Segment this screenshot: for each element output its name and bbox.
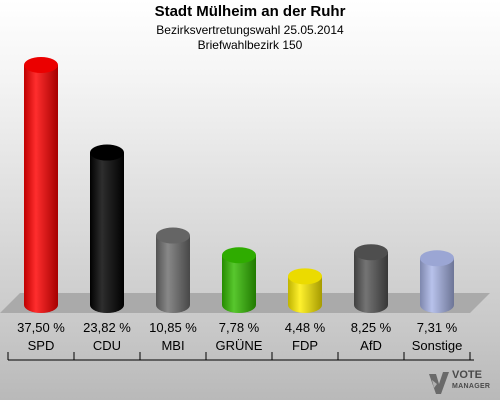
bar-body-afd — [354, 252, 388, 313]
bar-body-spd — [24, 65, 58, 313]
chart-district: Briefwahlbezirk 150 — [197, 38, 303, 52]
bar-body-cdu — [90, 152, 124, 313]
bar-mbi — [156, 227, 190, 313]
logo-line2: MANAGER — [452, 383, 491, 390]
value-label-cdu: 23,82 % — [83, 320, 131, 335]
logo-line1: VOTE — [452, 369, 482, 381]
value-label-mbi: 10,85 % — [149, 320, 197, 335]
category-label-afd: AfD — [360, 338, 382, 353]
category-label-mbi: MBI — [161, 338, 184, 353]
value-label-afd: 8,25 % — [351, 320, 392, 335]
bar-body-sonstige — [420, 258, 454, 313]
bar-top-grne — [222, 247, 256, 264]
bar-spd — [24, 57, 58, 313]
bar-body-grne — [222, 255, 256, 313]
bar-top-mbi — [156, 227, 190, 244]
bar-sonstige — [420, 250, 454, 313]
bar-top-cdu — [90, 144, 124, 161]
vote-manager-logo: VOTE MANAGER — [428, 368, 498, 398]
category-label-grne: GRÜNE — [216, 338, 263, 353]
category-label-cdu: CDU — [93, 338, 121, 353]
category-label-spd: SPD — [28, 338, 55, 353]
category-label-fdp: FDP — [292, 338, 318, 353]
value-label-grne: 7,78 % — [219, 320, 260, 335]
value-label-fdp: 4,48 % — [285, 320, 326, 335]
chart-title: Stadt Mülheim an der Ruhr — [154, 3, 346, 20]
value-label-spd: 37,50 % — [17, 320, 65, 335]
bar-top-spd — [24, 57, 58, 73]
bar-top-fdp — [288, 268, 322, 285]
bar-top-sonstige — [420, 250, 454, 267]
vote-manager-logo-icon — [429, 372, 449, 394]
value-label-sonstige: 7,31 % — [417, 320, 458, 335]
bar-grne — [222, 247, 256, 313]
bar-top-afd — [354, 244, 388, 261]
chart-subtitle: Bezirksvertretungswahl 25.05.2014 — [156, 23, 344, 37]
bar-body-mbi — [156, 235, 190, 313]
bar-fdp — [288, 268, 322, 313]
category-label-sonstige: Sonstige — [412, 338, 463, 353]
bar-body-fdp — [288, 276, 322, 313]
bar-afd — [354, 244, 388, 313]
bar-cdu — [90, 144, 124, 313]
